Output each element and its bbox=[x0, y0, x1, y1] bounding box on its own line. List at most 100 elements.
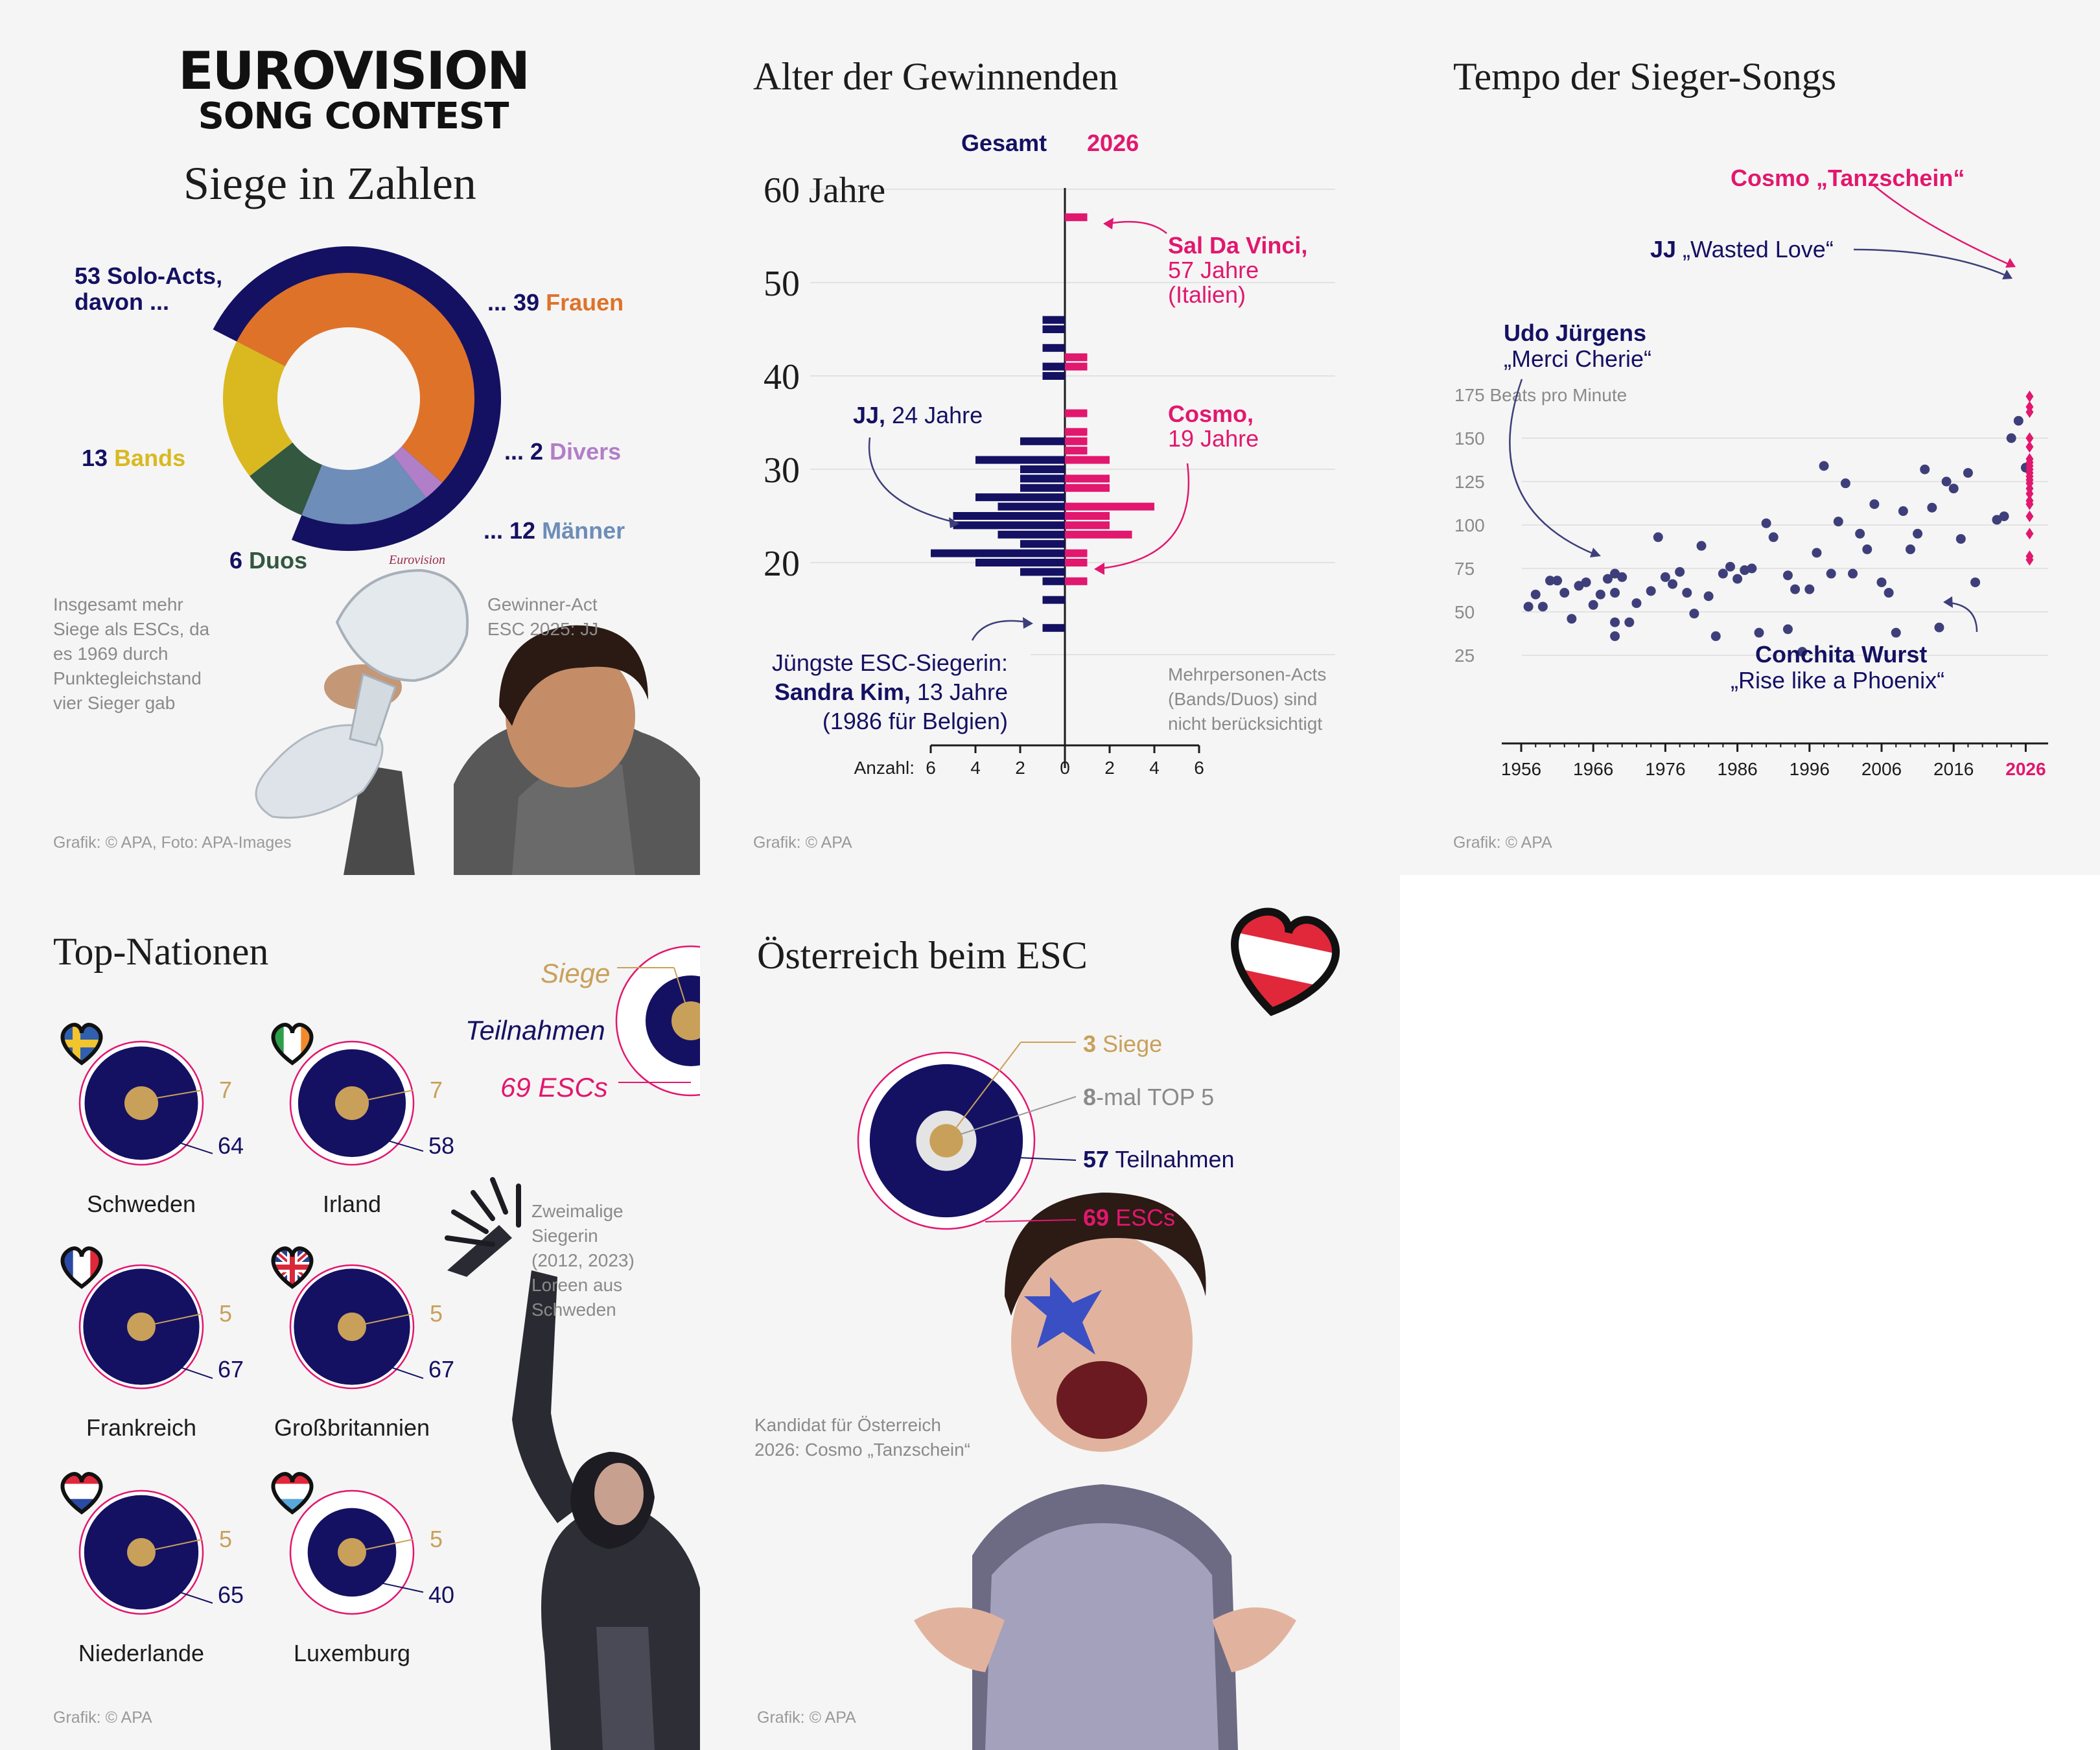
x-tick-label: 1966 bbox=[1573, 759, 1613, 779]
bar-total-age-43 bbox=[1042, 344, 1065, 352]
flag-cross bbox=[73, 1025, 80, 1063]
heart-outline bbox=[60, 1023, 103, 1066]
arrow-sal bbox=[1108, 220, 1167, 234]
wins-value: 7 bbox=[219, 1077, 232, 1103]
x-tick-label: 0 bbox=[1060, 758, 1070, 778]
legend-rings bbox=[615, 945, 700, 1097]
bar-total-age-46 bbox=[1042, 316, 1065, 324]
leader-participations bbox=[180, 1366, 213, 1379]
note-line: Punktegleichstand bbox=[53, 668, 202, 688]
donut-chart-area: Eurovision bbox=[213, 246, 700, 875]
heart-outline bbox=[60, 1246, 103, 1289]
heart-outline bbox=[271, 1472, 314, 1515]
tempo-chart: 25 50 75 100 125 150 175 Beats pro Minute 1956 1… bbox=[1454, 184, 2048, 779]
legend-participations: Teilnahmen bbox=[465, 1015, 605, 1045]
leader-participations bbox=[388, 1140, 424, 1152]
ann-jj-age: 24 Jahre bbox=[885, 402, 983, 428]
bar-2026-age-41 bbox=[1065, 362, 1088, 371]
note-line: ESC 2025: JJ bbox=[487, 619, 599, 639]
note-line: (Bands/Duos) sind bbox=[1168, 689, 1318, 709]
wins-value: 7 bbox=[430, 1077, 443, 1103]
bar-total-age-28 bbox=[1020, 484, 1065, 492]
logo-line-1: EUROVISION bbox=[178, 41, 530, 101]
panel-tempo: 25 50 75 100 125 150 175 Beats pro Minute 1956 1… bbox=[1400, 0, 2100, 875]
bar-total-age-23 bbox=[998, 530, 1065, 539]
bar-2026-age-28 bbox=[1065, 484, 1110, 492]
data-point bbox=[2013, 415, 2024, 426]
y-tick-label: 60 Jahre bbox=[764, 170, 885, 211]
flag-stripe bbox=[62, 1484, 101, 1500]
divers-label: ... 2 Divers bbox=[504, 438, 621, 465]
ann-cosmo-tempo: Cosmo „Tanzschein“ bbox=[1731, 165, 1965, 191]
data-point bbox=[1588, 600, 1598, 610]
leader-escs bbox=[985, 1219, 1077, 1222]
nation-netherlands: 5 65 Niederlande bbox=[60, 1472, 244, 1666]
austria-escs-label: 69 ESCs bbox=[1083, 1204, 1175, 1231]
ann-line: Cosmo, bbox=[1168, 401, 1254, 427]
ann-cosmo: Cosmo, 19 Jahre bbox=[1168, 402, 1259, 451]
nation-name: Schweden bbox=[87, 1191, 196, 1217]
bar-total-age-41 bbox=[1042, 362, 1065, 371]
x-tick-label: 1956 bbox=[1501, 759, 1541, 779]
data-point bbox=[1646, 586, 1656, 596]
leader-participations bbox=[1017, 1157, 1077, 1161]
nation-name: Luxemburg bbox=[294, 1640, 410, 1666]
ann-line: Jüngste ESC-Siegerin: bbox=[771, 649, 1008, 676]
arrowhead-youngest bbox=[1023, 617, 1033, 629]
note-line: Siegerin bbox=[531, 1226, 598, 1246]
y-tick-label: 25 bbox=[1454, 646, 1475, 666]
chart-title: Tempo der Sieger-Songs bbox=[1453, 55, 1837, 98]
women-label: ... 39 Frauen bbox=[487, 289, 624, 316]
ann-line: Conchita Wurst bbox=[1755, 641, 1928, 668]
data-point bbox=[1574, 581, 1584, 591]
data-point bbox=[1537, 601, 1548, 612]
data-point bbox=[1631, 598, 1642, 609]
bar-total-age-22 bbox=[1020, 540, 1065, 548]
nation-name: Großbritannien bbox=[274, 1414, 430, 1441]
ann-line: Sal Da Vinci, bbox=[1168, 232, 1308, 259]
participations-value: 67 bbox=[218, 1356, 244, 1382]
bar-2026-age-34 bbox=[1065, 428, 1088, 436]
participations-value: 67 bbox=[428, 1356, 454, 1382]
data-point-2026 bbox=[2025, 441, 2034, 453]
bar-2026-age-36 bbox=[1065, 409, 1088, 417]
data-point bbox=[1747, 563, 1757, 574]
data-point bbox=[2006, 433, 2016, 443]
austria-top5-label: 8-mal TOP 5 bbox=[1083, 1084, 1214, 1111]
data-point bbox=[1898, 506, 1908, 517]
data-point bbox=[1941, 476, 1952, 487]
data-point bbox=[1848, 568, 1858, 579]
leader-participations bbox=[180, 1591, 213, 1604]
y-tick-label: 40 bbox=[764, 357, 800, 397]
ann-jj-name: JJ bbox=[1650, 236, 1677, 262]
part-text: Teilnahmen bbox=[1115, 1146, 1235, 1172]
men-count: ... 12 bbox=[484, 517, 536, 544]
solo-count: 53 bbox=[75, 262, 101, 289]
wins-value: 5 bbox=[219, 1526, 232, 1552]
leader-participations bbox=[391, 1366, 424, 1379]
participations-value: 58 bbox=[428, 1132, 454, 1159]
duos-label: 6 Duos bbox=[229, 547, 307, 574]
arrow-udo bbox=[1509, 379, 1595, 555]
data-point bbox=[1812, 548, 1822, 558]
participations-value: 65 bbox=[218, 1581, 244, 1608]
women-text: Frauen bbox=[546, 289, 624, 316]
note-line: Gewinner-Act bbox=[487, 594, 598, 614]
x-tick-label: 1996 bbox=[1790, 759, 1830, 779]
ann-line: „Merci Cherie“ bbox=[1504, 345, 1652, 372]
data-point bbox=[1610, 631, 1620, 642]
ann-line: „Rise like a Phoenix“ bbox=[1731, 667, 1945, 694]
bar-2026-age-31 bbox=[1065, 456, 1110, 464]
note-winner-2025: Gewinner-Act ESC 2025: JJ bbox=[487, 592, 598, 642]
ann-youngest: Jüngste ESC-Siegerin: Sandra Kim, 13 Jah… bbox=[739, 648, 1008, 736]
data-point-2026 bbox=[2025, 487, 2034, 500]
y-tick-label: 50 bbox=[1454, 602, 1475, 622]
bar-total-age-18 bbox=[1042, 577, 1065, 585]
data-point bbox=[1790, 584, 1801, 594]
data-point bbox=[1876, 577, 1887, 587]
bands-text: Bands bbox=[114, 445, 186, 471]
source-credit: Grafik: © APA bbox=[1453, 834, 1552, 852]
data-point bbox=[1782, 570, 1793, 581]
heart-outline bbox=[60, 1472, 103, 1515]
participations-value: 40 bbox=[428, 1581, 454, 1608]
